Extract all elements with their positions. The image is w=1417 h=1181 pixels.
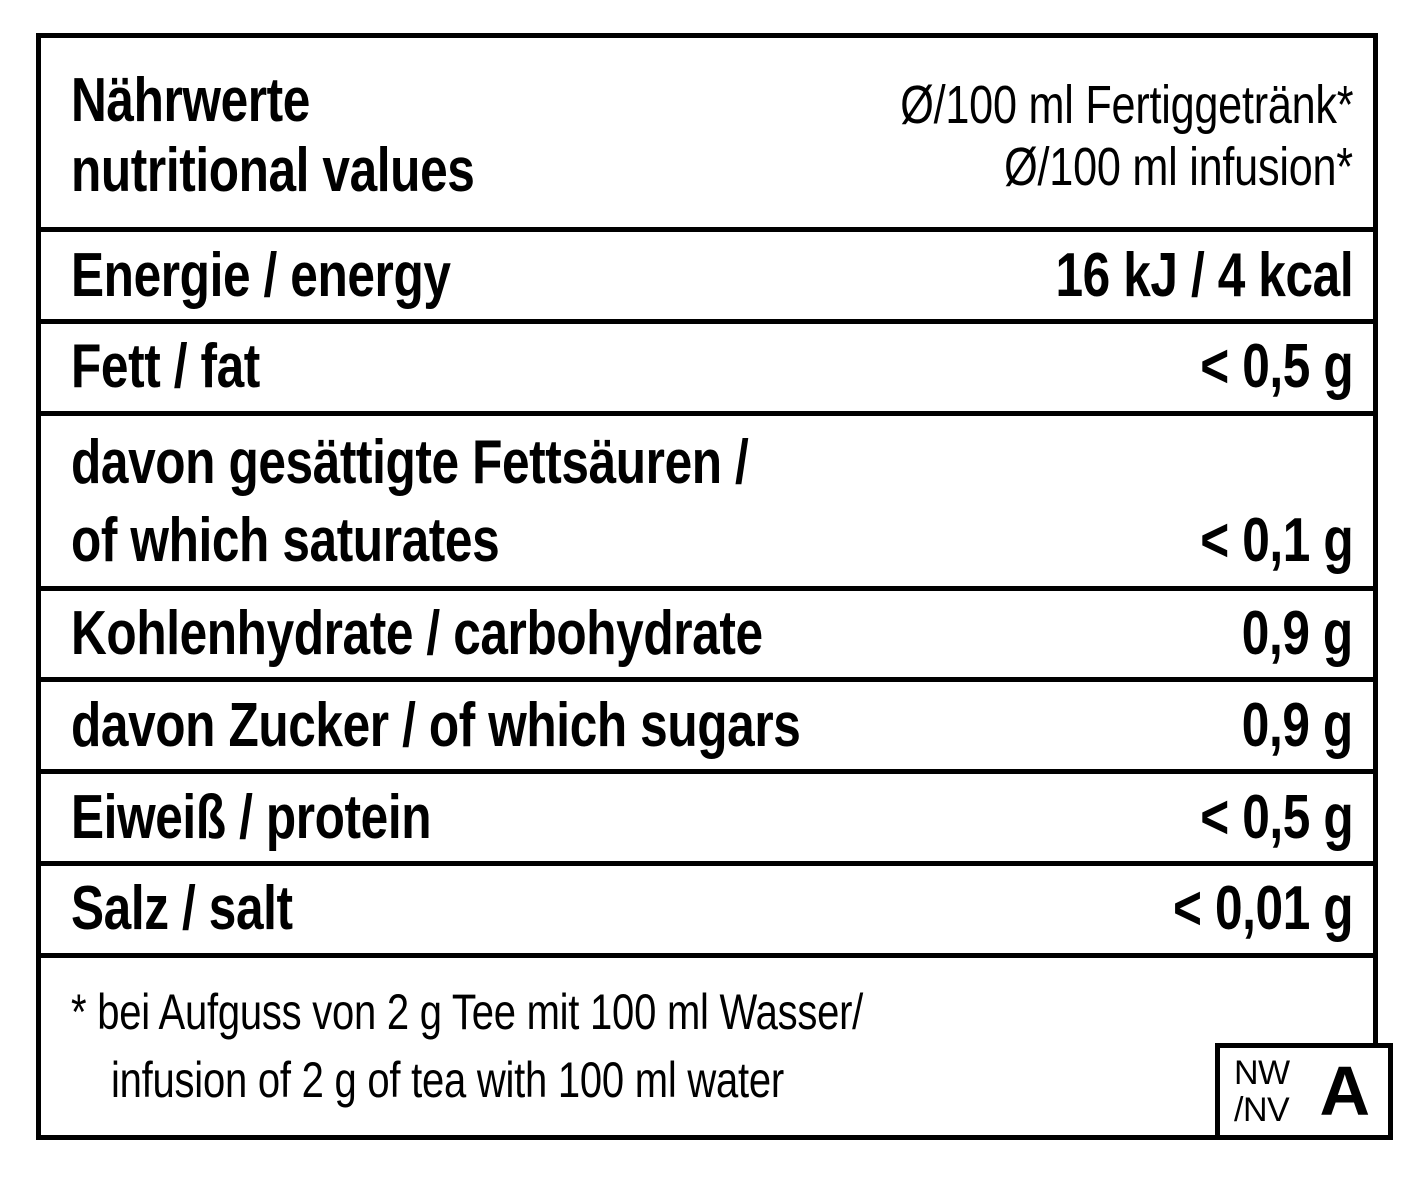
table-header-row: Nährwerte nutritional values Ø/100 ml Fe…: [41, 38, 1373, 233]
footnote-line-de: * bei Aufguss von 2 g Tee mit 100 ml Was…: [71, 984, 864, 1041]
table-row-protein: Eiweiß / protein < 0,5 g: [41, 774, 1373, 866]
row-label-carbohydrate: Kohlenhydrate / carbohydrate: [71, 599, 763, 669]
row-label-saturates-de-line: davon gesättigte Fettsäuren /: [71, 427, 749, 497]
header-title-en-line: nutritional values: [71, 136, 575, 206]
row-value-protein: < 0,5 g: [1200, 782, 1353, 852]
table-row-sugars: davon Zucker / of which sugars 0,9 g: [41, 682, 1373, 775]
row-value-saturates: < 0,1 g: [1200, 505, 1353, 575]
row-inner-saturates: davon gesättigte Fettsäuren / of which s…: [71, 424, 1353, 580]
header-basis-group: Ø/100 ml Fertiggetränk* Ø/100 ml infusio…: [575, 74, 1353, 198]
row-value-energy: 16 kJ / 4 kcal: [1055, 240, 1353, 310]
badge-nw-line: NW: [1234, 1053, 1290, 1092]
row-label-energy: Energie / energy: [71, 240, 451, 310]
header-basis-de: Ø/100 ml Fertiggetränk*: [899, 74, 1353, 135]
table-row-salt: Salz / salt < 0,01 g: [41, 866, 1373, 958]
row-label-protein: Eiweiß / protein: [71, 782, 432, 852]
table-row-fat: Fett / fat < 0,5 g: [41, 324, 1373, 416]
badge-nv-line: /NV: [1234, 1090, 1290, 1129]
table-row-carbohydrate: Kohlenhydrate / carbohydrate 0,9 g: [41, 591, 1373, 683]
row-label-fat: Fett / fat: [71, 332, 260, 402]
row-value-sugars: 0,9 g: [1241, 690, 1353, 760]
nutri-declaration-badge: NW /NV A: [1215, 1043, 1393, 1140]
row-label-saturates-en-line: of which saturates: [71, 505, 500, 575]
table-footnote-row: * bei Aufguss von 2 g Tee mit 100 ml Was…: [41, 958, 1393, 1140]
row-label-sugars: davon Zucker / of which sugars: [71, 690, 801, 760]
header-title-group: Nährwerte nutritional values: [71, 66, 575, 206]
badge-nw-nv-stack: NW /NV: [1234, 1053, 1290, 1129]
nutrition-table: Nährwerte nutritional values Ø/100 ml Fe…: [36, 33, 1393, 1140]
table-row-saturates: davon gesättigte Fettsäuren / of which s…: [41, 416, 1373, 591]
table-row-energy: Energie / energy 16 kJ / 4 kcal: [41, 232, 1373, 324]
row-value-fat: < 0,5 g: [1200, 332, 1353, 402]
footnote-line-en: infusion of 2 g of tea with 100 ml water: [111, 1052, 784, 1109]
header-basis-en-line: Ø/100 ml infusion*: [575, 136, 1353, 198]
row-value-salt: < 0,01 g: [1172, 874, 1354, 944]
footnote-text: * bei Aufguss von 2 g Tee mit 100 ml Was…: [71, 978, 1353, 1114]
header-title-de: Nährwerte: [71, 65, 310, 135]
row-label-salt: Salz / salt: [71, 874, 293, 944]
header-title-en: nutritional values: [71, 135, 475, 205]
header-basis-de-line: Ø/100 ml Fertiggetränk*: [575, 74, 1353, 136]
badge-letter: A: [1319, 1051, 1370, 1130]
row-label-saturates: davon gesättigte Fettsäuren / of which s…: [71, 424, 1146, 580]
header-title-de-line: Nährwerte: [71, 66, 575, 136]
row-value-carbohydrate: 0,9 g: [1241, 599, 1353, 669]
header-basis-en: Ø/100 ml infusion*: [1004, 136, 1353, 197]
